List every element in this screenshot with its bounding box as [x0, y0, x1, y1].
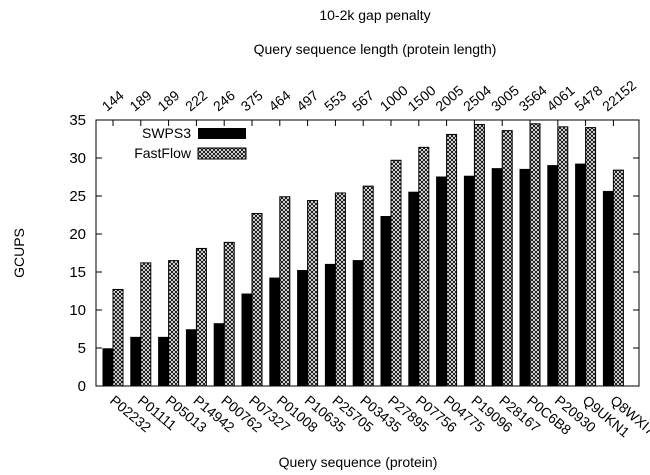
legend-swatch-swps3 — [198, 128, 246, 139]
bar-swps3-p20930 — [547, 165, 559, 387]
bar-swps3-p19096 — [463, 175, 475, 387]
bar-fastflow-p02232 — [112, 288, 124, 387]
bar-fastflow-p01111 — [140, 262, 152, 387]
top-tick-label: 2005 — [432, 82, 466, 114]
top-tick-label: 4061 — [543, 82, 577, 114]
bar-fastflow-p14942 — [195, 247, 207, 387]
x-axis-label: Query sequence (protein) — [279, 454, 438, 470]
bar-swps3-p01008 — [269, 277, 281, 387]
y-tick-label: 25 — [69, 188, 86, 205]
bar-swps3-p27895 — [380, 216, 392, 387]
top-tick-label: 464 — [265, 87, 293, 114]
top-tick-label: 2504 — [460, 82, 494, 114]
bar-fastflow-p01008 — [279, 196, 291, 387]
top-tick-label: 189 — [126, 87, 154, 114]
bar-fastflow-p05013 — [168, 260, 180, 387]
top-tick-label: 375 — [238, 87, 266, 114]
bar-swps3-p0c6b8 — [519, 168, 531, 387]
bar-fastflow-p03435 — [362, 185, 374, 387]
bar-swps3-p00762 — [213, 323, 225, 387]
top-tick-label: 553 — [321, 87, 349, 114]
plot-frame — [95, 119, 640, 387]
bar-fastflow-p25705 — [334, 192, 346, 387]
bar-fastflow-p10635 — [307, 200, 319, 387]
bar-fastflow-q8wxi7 — [612, 169, 624, 387]
top-tick-label: 5478 — [571, 82, 605, 114]
bars-layer — [102, 123, 624, 387]
bar-swps3-p25705 — [324, 263, 336, 387]
bar-swps3-p04775 — [436, 176, 448, 387]
y-axis-label: GCUPS — [11, 228, 27, 278]
bar-fastflow-p27895 — [390, 159, 402, 387]
bar-swps3-q9ukn1 — [575, 163, 587, 387]
legend-label-swps3: SWPS3 — [142, 125, 191, 141]
top-tick-label: 246 — [210, 87, 238, 114]
top-tick-label: 189 — [154, 87, 182, 114]
y-tick-label: 0 — [78, 378, 86, 395]
y-tick-label: 15 — [69, 264, 86, 281]
bar-fastflow-p07756 — [418, 146, 430, 387]
bar-swps3-p02232 — [102, 348, 114, 387]
bar-fastflow-p0c6b8 — [529, 123, 541, 387]
bar-fastflow-p07327 — [251, 212, 263, 387]
top-tick-label: 3005 — [488, 82, 522, 114]
top-tick-label: 222 — [182, 87, 210, 114]
bar-swps3-p07327 — [241, 293, 253, 387]
bar-swps3-p05013 — [158, 336, 170, 387]
bar-swps3-p03435 — [352, 260, 364, 387]
y-tick-label: 35 — [69, 112, 86, 129]
top-tick-label: 497 — [293, 87, 321, 114]
top-tick-label: 1500 — [404, 82, 438, 114]
legend-label-fastflow: FastFlow — [134, 145, 192, 161]
bar-swps3-q8wxi7 — [602, 190, 614, 387]
y-tick-label: 10 — [69, 302, 86, 319]
y-tick-label: 5 — [78, 340, 86, 357]
bar-fastflow-p19096 — [473, 124, 485, 387]
top-tick-label: 22152 — [599, 77, 639, 114]
y-tick-label: 20 — [69, 226, 86, 243]
bar-fastflow-q9ukn1 — [585, 127, 597, 387]
top-tick-label: 567 — [349, 87, 377, 114]
top-tick-label: 3564 — [516, 82, 550, 114]
bar-swps3-p07756 — [408, 191, 420, 387]
top-tick-label: 1000 — [377, 82, 411, 114]
top-axis-label: Query sequence length (protein length) — [254, 41, 497, 57]
legend-swatch-fastflow — [197, 147, 247, 160]
y-tick-label: 30 — [69, 150, 86, 167]
chart-title: 10-2k gap penalty — [319, 7, 430, 23]
bar-swps3-p14942 — [185, 329, 197, 387]
bar-fastflow-p00762 — [223, 241, 235, 387]
bar-swps3-p28167 — [491, 168, 503, 387]
bar-swps3-p01111 — [130, 336, 142, 387]
bar-fastflow-p28167 — [501, 130, 513, 387]
bar-fastflow-p04775 — [446, 133, 458, 387]
top-tick-label: 144 — [99, 87, 127, 114]
bar-swps3-p10635 — [297, 269, 309, 387]
bar-fastflow-p20930 — [557, 126, 569, 387]
legend: SWPS3 FastFlow — [134, 125, 247, 161]
